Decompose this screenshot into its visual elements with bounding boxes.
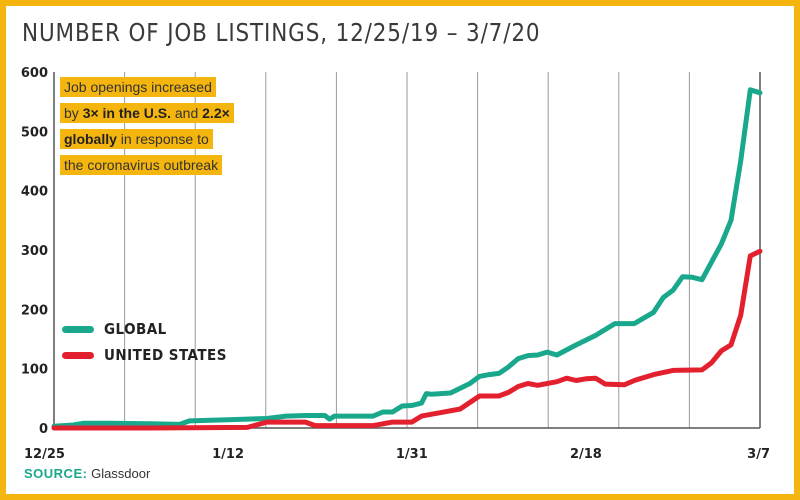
legend-item-us: UNITED STATES: [62, 342, 241, 368]
annotation-box: Job openings increased by 3× in the U.S.…: [60, 74, 280, 178]
y-tick-label: 500: [21, 125, 48, 140]
source-value: Glassdoor: [91, 466, 151, 481]
annotation-text: by: [64, 105, 83, 121]
y-tick-label: 600: [21, 66, 48, 81]
y-tick-label: 400: [21, 185, 48, 200]
source-note: SOURCE: Glassdoor: [24, 466, 150, 481]
grid-lines: [124, 72, 690, 428]
legend-label-global: GLOBAL: [104, 320, 167, 338]
x-tick-label: 3/7: [747, 447, 770, 462]
annotation-bold-globally: globally: [64, 131, 117, 147]
series-lines: [51, 87, 763, 431]
source-label: SOURCE:: [24, 466, 88, 481]
annotation-text: in response to: [116, 131, 209, 147]
annotation-text: the coronavirus outbreak: [64, 157, 219, 173]
annotation-line-4: the coronavirus outbreak: [60, 155, 223, 175]
legend-swatch-global: [62, 325, 94, 333]
x-tick-label: 1/31: [396, 447, 428, 462]
annotation-line-2: by 3× in the U.S. and 2.2×: [60, 103, 234, 123]
x-tick-label: 12/25: [24, 447, 65, 462]
tick-labels: 0 100 200 300 400 500 600 12/25 1/12 1/31 2/18 3/7: [21, 66, 770, 462]
chart-title: NUMBER OF JOB LISTINGS, 12/25/19 – 3/7/2…: [22, 18, 541, 47]
annotation-bold-us: 3× in the U.S.: [82, 105, 171, 121]
x-tick-label: 2/18: [570, 447, 602, 462]
x-tick-label: 1/12: [212, 447, 244, 462]
y-tick-label: 100: [21, 363, 48, 378]
legend: GLOBAL UNITED STATES: [62, 316, 241, 368]
annotation-bold-global-multiplier: 2.2×: [202, 105, 230, 121]
legend-swatch-us: [62, 351, 94, 359]
annotation-text: and: [171, 105, 203, 121]
series-line-us: [51, 248, 763, 431]
y-tick-label: 300: [21, 244, 48, 259]
legend-label-us: UNITED STATES: [104, 346, 227, 364]
y-tick-label: 0: [39, 422, 48, 437]
y-tick-label: 200: [21, 303, 48, 318]
annotation-line-3: globally in response to: [60, 129, 213, 149]
annotation-text: Job openings increased: [64, 79, 212, 95]
annotation-line-1: Job openings increased: [60, 77, 216, 97]
series-line-global: [51, 87, 763, 429]
legend-item-global: GLOBAL: [62, 316, 241, 342]
